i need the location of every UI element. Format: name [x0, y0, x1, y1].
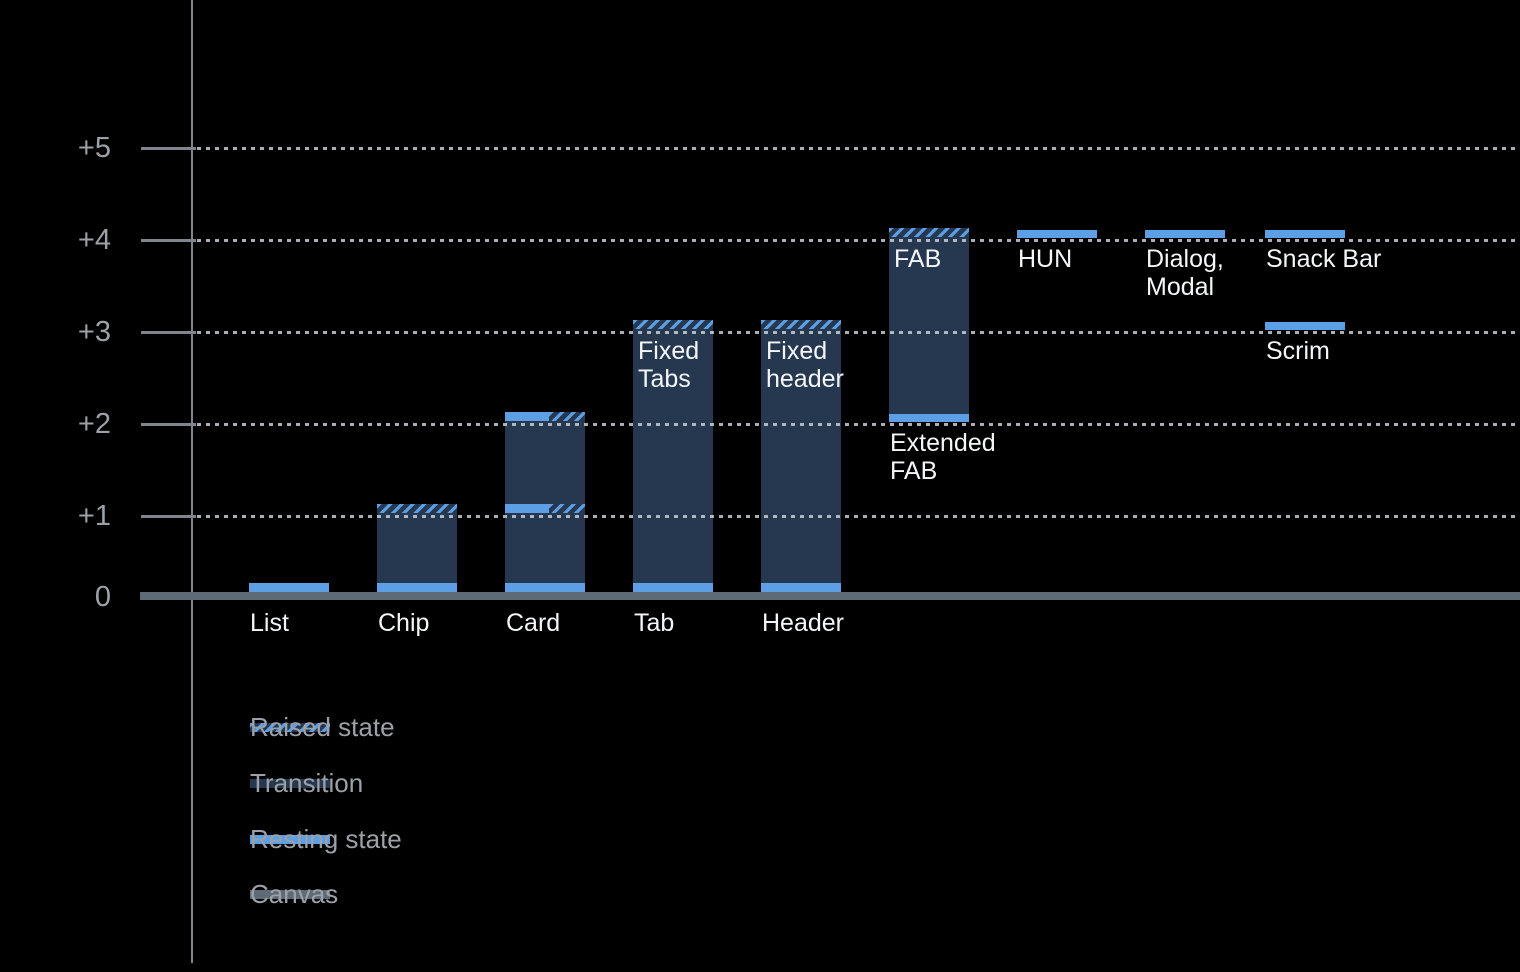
legend-label: Canvas — [250, 878, 339, 909]
bar-label-header: Header — [762, 609, 844, 637]
gridline-level-5 — [197, 147, 1520, 150]
y-axis-tick — [141, 239, 196, 242]
bar-card-resting-band — [505, 412, 549, 421]
gridline-level-3 — [197, 331, 1520, 334]
bar-dialog-modal-resting-band — [1145, 230, 1225, 238]
bar-header-transition — [761, 329, 841, 592]
bar-label-list: List — [250, 609, 289, 637]
bar-card-resting-band — [505, 583, 585, 592]
legend-swatch-transition — [250, 778, 330, 788]
bar-label-card: Card — [506, 609, 561, 637]
y-tick-label: +5 — [77, 132, 111, 164]
legend-label: Resting state — [250, 823, 402, 854]
y-axis-tick — [141, 331, 196, 334]
y-tick-label: +4 — [77, 224, 111, 256]
gridline-level-1 — [197, 515, 1520, 518]
y-axis-line — [191, 0, 193, 963]
legend-label: Transition — [250, 767, 364, 798]
gridline-level-4 — [197, 239, 1520, 242]
bar-chip-raised-band — [377, 504, 457, 513]
bar-float-label-scrim: Scrim — [1266, 337, 1330, 365]
bar-scrim-resting-band — [1265, 322, 1345, 330]
bar-label-chip: Chip — [378, 609, 430, 637]
legend-swatch-canvas — [250, 889, 330, 899]
bar-tab-transition — [633, 329, 713, 592]
bar-chip-transition — [377, 513, 457, 592]
bar-chip-resting-band — [377, 583, 457, 592]
bar-hun-resting-band — [1017, 230, 1097, 238]
legend-label: Raised state — [250, 711, 395, 742]
bar-list-resting-band — [249, 583, 329, 592]
y-axis-tick — [141, 147, 196, 150]
bar-card-raised-band — [549, 504, 585, 513]
bar-float-label-dialog-modal: Dialog, Modal — [1146, 245, 1224, 301]
bar-inner-label-header: Fixed header — [766, 337, 844, 393]
bar-extended-fab-transition — [889, 237, 969, 422]
bar-inner-label-tab: Fixed Tabs — [638, 337, 700, 393]
bar-extended-fab-raised-band — [889, 228, 969, 237]
bar-float-label-hun: HUN — [1018, 245, 1073, 273]
legend-swatch-resting-state — [250, 834, 330, 844]
gridline-level-2 — [197, 423, 1520, 426]
y-axis-tick — [141, 515, 196, 518]
canvas-baseline — [140, 592, 1520, 600]
y-tick-label: +1 — [77, 500, 111, 532]
bar-card-raised-band — [549, 412, 585, 421]
bar-header-raised-band — [761, 320, 841, 329]
bar-snack-bar-resting-band — [1265, 230, 1345, 238]
bar-label-tab: Tab — [634, 609, 675, 637]
bar-header-resting-band — [761, 583, 841, 592]
bar-tab-resting-band — [633, 583, 713, 592]
y-axis-tick — [141, 423, 196, 426]
y-tick-label: 0 — [94, 581, 111, 613]
bar-extended-fab-resting-band — [889, 414, 969, 422]
bar-float-label-extended-fab: Extended FAB — [890, 429, 996, 485]
bar-float-label-snack-bar: Snack Bar — [1266, 245, 1382, 273]
bar-tab-raised-band — [633, 320, 713, 329]
bar-card-resting-band — [505, 504, 549, 513]
y-tick-label: +3 — [77, 316, 111, 348]
bar-inner-label-extended-fab: FAB — [894, 245, 942, 273]
legend-swatch-raised-state — [250, 722, 330, 732]
y-tick-label: +2 — [77, 408, 111, 440]
